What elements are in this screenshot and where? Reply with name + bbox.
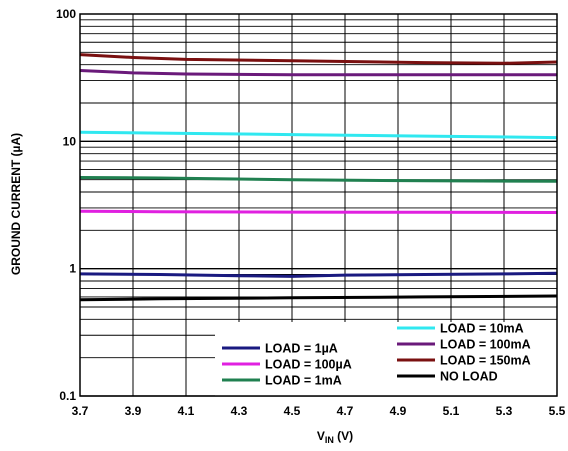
x-tick-label: 4.3 [231,404,248,418]
plot-frame [79,13,558,397]
x-tick-label: 4.1 [178,404,195,418]
series-line [79,294,558,302]
x-tick-label: 5.3 [496,404,513,418]
y-tick-labels: 0.1 1 10 100 [56,7,76,403]
y-tick-label: 1 [69,262,76,276]
series-line [79,209,558,214]
x-axis-title-main: V [317,429,325,443]
series-line [79,176,558,183]
x-tick-label: 4.7 [337,404,354,418]
legend-label: LOAD = 150mA [440,354,531,368]
legend-label: LOAD = 1µA [265,342,338,356]
x-tick-label: 3.9 [125,404,142,418]
y-tick-label: 10 [63,134,77,148]
x-tick-label: 5.1 [443,404,460,418]
x-axis-title-unit: (V) [334,429,353,443]
legend-label: NO LOAD [440,370,498,384]
x-tick-labels: 3.7 3.9 4.1 4.3 4.5 4.7 4.9 5.1 5.3 5.5 [72,404,566,418]
chart-legend: LOAD = 1µA LOAD = 100µA LOAD = 1mA LOAD = 1… [222,322,531,388]
legend-label: LOAD = 100mA [440,338,531,352]
series-line [79,130,558,140]
x-tick-label: 4.9 [390,404,407,418]
y-axis-title: GROUND CURRENT (µA) [9,133,23,275]
series-line [79,271,558,278]
x-axis-title: VIN (V) [317,429,353,445]
x-axis-title-subscript: IN [325,435,334,445]
chart-series [79,53,558,302]
series-line [79,69,557,77]
y-tick-label: 100 [56,7,76,21]
x-tick-label: 4.5 [284,404,301,418]
legend-label: LOAD = 1mA [265,374,342,388]
legend-background [215,322,557,396]
series-line [79,53,558,65]
legend-label: LOAD = 100µA [265,358,352,372]
legend-label: LOAD = 10mA [440,322,524,336]
y-tick-label: 0.1 [59,389,76,403]
x-tick-label: 5.5 [549,404,566,418]
x-tick-label: 3.7 [72,404,89,418]
